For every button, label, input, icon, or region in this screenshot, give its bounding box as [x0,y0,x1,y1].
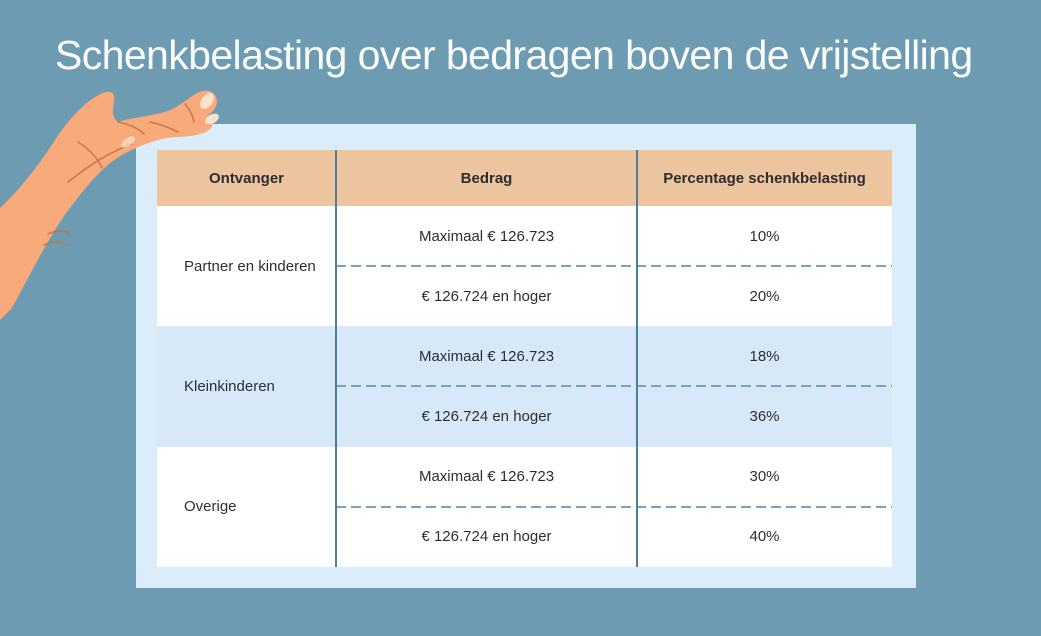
column-divider-1 [335,150,337,567]
open-hand-icon [0,90,219,321]
column-divider-2 [636,150,638,567]
amount-cell: € 126.724 en hoger [421,528,552,546]
amount-cell: € 126.724 en hoger [421,287,552,305]
header-ontvanger: Ontvanger [208,169,284,187]
amount-cell: Maximaal € 126.723 [418,227,555,245]
amount-cell: € 126.724 en hoger [421,408,552,426]
amount-column: Maximaal € 126.723 € 126.724 en hoger [336,206,637,326]
rate-cell: 36% [749,408,780,426]
recipient-label: Partner en kinderen [184,257,316,275]
rate-cell: 40% [749,528,780,546]
dashed-row-divider [336,505,892,508]
recipient-label: Overige [184,498,237,516]
dashed-row-divider [336,385,892,388]
rate-cell: 20% [749,287,780,305]
amount-cell: Maximaal € 126.723 [418,347,555,365]
header-percentage: Percentage schenkbelasting [663,169,866,187]
rate-column: 18% 36% [637,326,892,446]
dashed-row-divider [336,265,892,268]
header-bedrag: Bedrag [460,169,513,187]
table-row-group-overige: Overige Maximaal € 126.723 € 126.724 en … [157,446,892,567]
rate-cell: 18% [749,347,780,365]
amount-cell: Maximaal € 126.723 [418,468,555,486]
fingernails [121,92,219,148]
rate-column: 10% 20% [637,206,892,326]
hand-shape [0,90,217,321]
recipient-label: Kleinkinderen [184,377,275,395]
rate-cell: 30% [749,468,780,486]
table-row-group-kleinkinderen: Kleinkinderen Maximaal € 126.723 € 126.7… [157,326,892,447]
table-header-row: Ontvanger Bedrag Percentage schenkbelast… [157,150,892,206]
amount-column: Maximaal € 126.723 € 126.724 en hoger [336,326,637,446]
rate-column: 30% 40% [637,447,892,567]
amount-column: Maximaal € 126.723 € 126.724 en hoger [336,447,637,567]
page-title: Schenkbelasting over bedragen boven de v… [55,32,973,78]
rate-cell: 10% [749,227,780,245]
table-row-group-partner-en-kinderen: Partner en kinderen Maximaal € 126.723 €… [157,206,892,327]
tax-table: Ontvanger Bedrag Percentage schenkbelast… [157,150,892,567]
